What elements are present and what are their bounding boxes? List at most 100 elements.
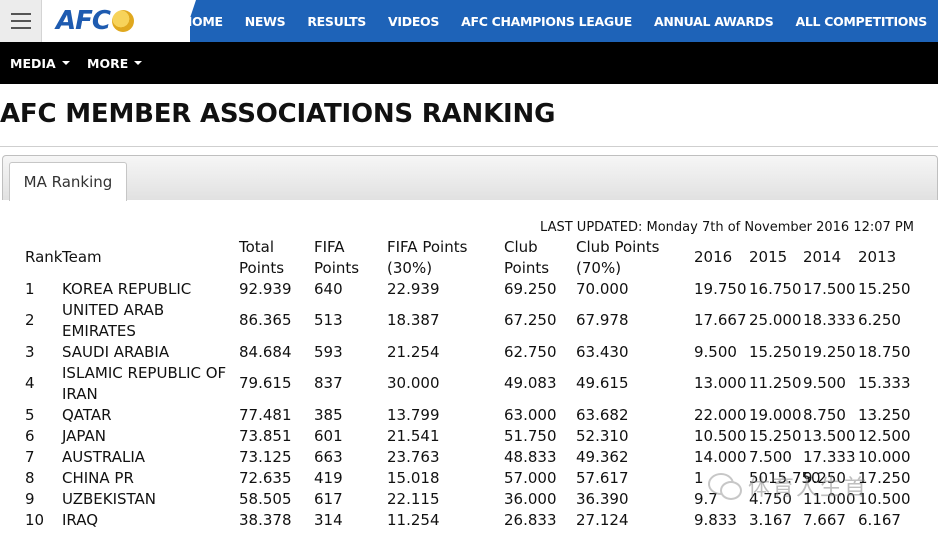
club-cell: 48.833 [504,448,557,466]
hamburger-icon [11,27,31,29]
table-row: 3 SAUDI ARABIA 84.684 593 21.254 62.750 … [0,342,938,363]
y2013-cell: 18.750 [858,343,911,361]
header-fifa-line1: FIFA [314,238,345,256]
y2014-cell: 19.250 [803,343,856,361]
total-cell: 79.615 [239,374,292,392]
club70-cell: 49.362 [576,448,629,466]
afc-logo-text: AFC [56,6,111,36]
last-updated-text: LAST UPDATED: Monday 7th of November 201… [540,220,914,235]
club70-cell: 70.000 [576,280,629,298]
y2013-cell: 10.000 [858,448,911,466]
team-cell: IRAQ [62,511,99,529]
team-cell: JAPAN [62,427,106,445]
nav-all-competitions[interactable]: ALL COMPETITIONS [795,13,927,29]
club70-cell: 49.615 [576,374,629,392]
media-dropdown-label: MEDIA [10,55,56,71]
club70-cell: 67.978 [576,311,629,329]
club-cell: 67.250 [504,311,557,329]
rank-cell: 7 [25,448,35,466]
more-dropdown[interactable]: MORE [87,42,143,84]
nav-home[interactable]: HOME [181,13,223,29]
table-row: 6 JAPAN 73.851 601 21.541 51.750 52.310 … [0,426,938,447]
main-nav: HOME NEWS RESULTS VIDEOS AFC CHAMPIONS L… [171,0,938,42]
nav-results[interactable]: RESULTS [307,13,367,29]
table-row: 2 UNITED ARAB EMIRATES 86.365 513 18.387… [0,300,938,342]
y2013-cell: 15.333 [858,374,911,392]
tab-ma-ranking[interactable]: MA Ranking [9,162,127,201]
afc-logo[interactable]: AFC [56,5,134,37]
header-fifa30-line2: (30%) [387,259,433,277]
y2013-cell: 17.250 [858,469,911,487]
media-dropdown[interactable]: MEDIA [10,42,70,84]
y2016-cell: 22.000 [694,406,747,424]
fifa-cell: 419 [314,469,343,487]
y2016-cell: 9.7 [694,490,718,508]
fifa-cell: 314 [314,511,343,529]
club-cell: 26.833 [504,511,557,529]
y2013-cell: 6.250 [858,311,901,329]
y2013-cell: 15.250 [858,280,911,298]
fifa30-cell: 22.115 [387,490,440,508]
logo-area-slant [182,0,196,42]
page-title: AFC MEMBER ASSOCIATIONS RANKING [0,99,556,129]
y2015-cell: 11.250 [749,374,802,392]
team-cell: AUSTRALIA [62,448,146,466]
club70-cell: 57.617 [576,469,629,487]
table-row: 7 AUSTRALIA 73.125 663 23.763 48.833 49.… [0,447,938,468]
hamburger-menu-button[interactable] [0,0,42,42]
club-cell: 51.750 [504,427,557,445]
total-cell: 72.635 [239,469,292,487]
header-2016: 2016 [694,248,733,266]
hamburger-icon [11,20,31,22]
y2016-cell: 14.000 [694,448,747,466]
y2013-cell: 10.500 [858,490,911,508]
y2015-cell: 15.250 [749,427,802,445]
hamburger-icon [11,13,31,15]
club70-cell: 27.124 [576,511,629,529]
club-cell: 57.000 [504,469,557,487]
header-2014: 2014 [803,248,842,266]
team-cell: ISLAMIC REPUBLIC OF IRAN [62,364,227,403]
total-cell: 86.365 [239,311,292,329]
fifa30-cell: 13.799 [387,406,440,424]
y2014-cell: 7.667 [803,511,846,529]
nav-news[interactable]: NEWS [244,13,286,29]
y2016-cell: 9.833 [694,511,737,529]
rank-cell: 3 [25,343,35,361]
y2015-cell: 3.167 [749,511,792,529]
afc-logo-ball-icon [111,10,134,32]
club70-cell: 63.682 [576,406,629,424]
y2016-cell: 9.500 [694,343,737,361]
y2013-cell: 13.250 [858,406,911,424]
y2015-cell: 5015.750 [749,469,821,487]
club70-cell: 52.310 [576,427,629,445]
y2016-cell: 10.500 [694,427,747,445]
table-row: 1 KOREA REPUBLIC 92.939 640 22.939 69.25… [0,279,938,300]
rank-cell: 1 [25,280,35,298]
y2016-cell: 17.667 [694,311,747,329]
fifa-cell: 663 [314,448,343,466]
total-cell: 77.481 [239,406,292,424]
fifa30-cell: 18.387 [387,311,440,329]
y2015-cell: 25.000 [749,311,802,329]
nav-annual-awards[interactable]: ANNUAL AWARDS [653,13,774,29]
y2014-cell: 13.500 [803,427,856,445]
y2014-cell: 11.000 [803,490,856,508]
y2016-cell: 19.750 [694,280,747,298]
tab-strip: MA Ranking [2,155,938,201]
rank-cell: 8 [25,469,35,487]
fifa30-cell: 22.939 [387,280,440,298]
team-cell: UZBEKISTAN [62,490,157,508]
nav-afc-champions-league[interactable]: AFC CHAMPIONS LEAGUE [461,13,632,29]
nav-videos[interactable]: VIDEOS [388,13,440,29]
fifa30-cell: 23.763 [387,448,440,466]
club-cell: 69.250 [504,280,557,298]
fifa30-cell: 15.018 [387,469,440,487]
club-cell: 63.000 [504,406,557,424]
team-cell: CHINA PR [62,469,134,487]
fifa-cell: 593 [314,343,343,361]
fifa-cell: 513 [314,311,343,329]
header-club70-line1: Club Points [576,238,660,256]
fifa-cell: 601 [314,427,343,445]
y2014-cell: 8.750 [803,406,846,424]
